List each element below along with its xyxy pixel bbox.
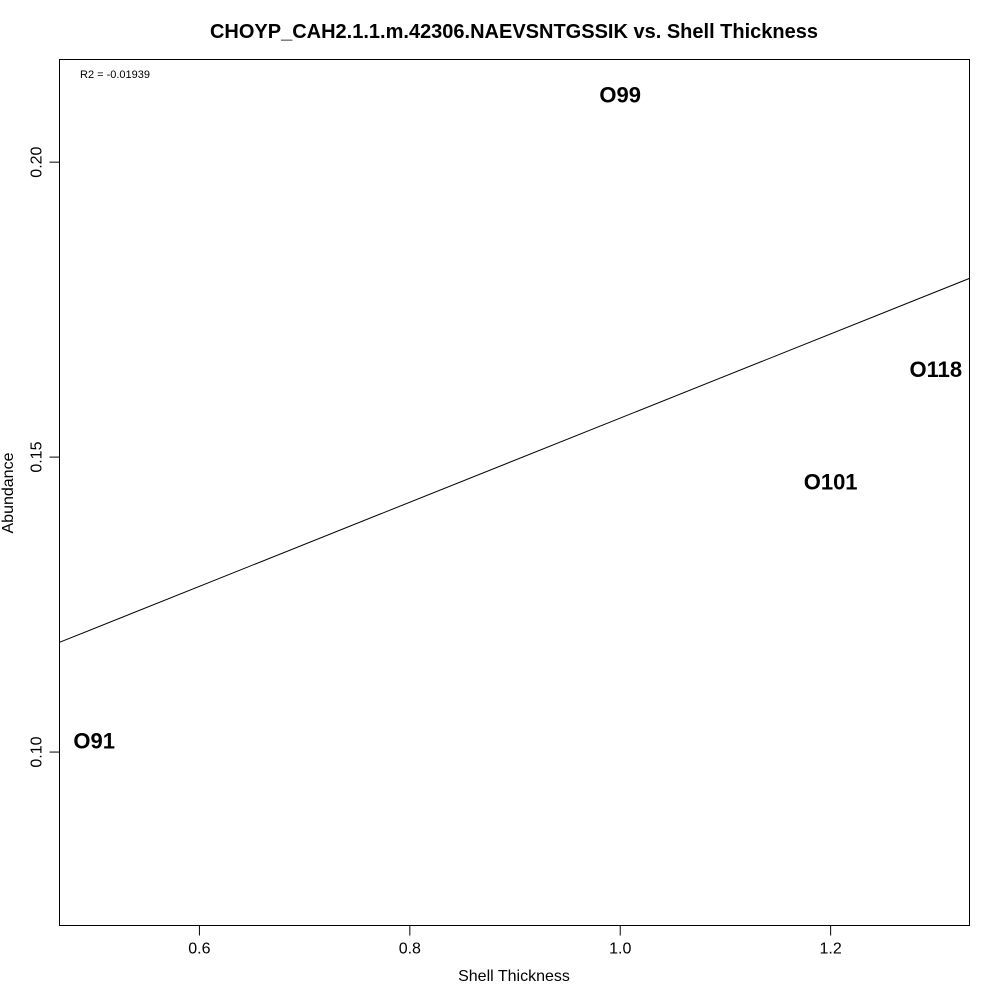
chart-title: CHOYP_CAH2.1.1.m.42306.NAEVSNTGSSIK vs. …: [210, 21, 818, 43]
data-points: O91 O99 O101 O118: [73, 82, 962, 753]
y-tick-label: 0.20: [29, 146, 46, 177]
r2-annotation: R2 = -0.01939: [80, 69, 150, 81]
x-axis-label: Shell Thickness: [458, 968, 570, 985]
point-label-o118: O118: [910, 357, 963, 382]
point-label-o91: O91: [73, 728, 115, 753]
x-axis: 0.6 0.8 1.0 1.2: [188, 925, 842, 958]
point-label-o101: O101: [804, 469, 858, 494]
point-label-o99: O99: [599, 82, 641, 107]
y-tick-label: 0.10: [29, 736, 46, 767]
y-axis: 0.10 0.15 0.20: [29, 146, 60, 768]
x-tick-label: 0.6: [188, 941, 210, 958]
plot-frame: [59, 59, 970, 926]
x-tick-label: 0.8: [399, 941, 421, 958]
y-axis-label: Abundance: [0, 452, 17, 533]
regression-line: [59, 277, 970, 643]
x-tick-label: 1.0: [609, 941, 631, 958]
x-tick-label: 1.2: [820, 941, 842, 958]
y-tick-label: 0.15: [29, 441, 46, 472]
